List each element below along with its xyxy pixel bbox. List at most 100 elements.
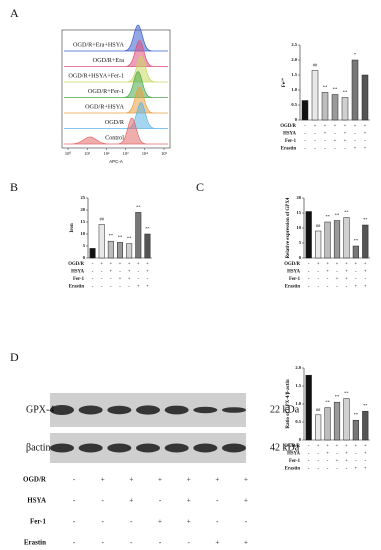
condition-sign: + bbox=[336, 262, 339, 267]
condition-sign: + bbox=[215, 476, 219, 484]
condition-sign: - bbox=[304, 147, 306, 152]
significance-label: ## bbox=[316, 407, 321, 412]
condition-label: HSYA bbox=[287, 270, 300, 275]
condition-sign: - bbox=[308, 262, 310, 267]
condition-sign: + bbox=[364, 452, 367, 457]
y-tick-label: 15 bbox=[297, 210, 302, 215]
condition-label: OGD/R bbox=[23, 476, 47, 484]
blot-band bbox=[107, 443, 132, 453]
x-tick-label: 10¹ bbox=[84, 151, 91, 156]
bar bbox=[305, 374, 312, 441]
significance-label: ## bbox=[99, 216, 104, 221]
y-tick-label: 1.0 bbox=[291, 87, 297, 92]
significance-label: ** bbox=[323, 84, 328, 89]
condition-sign: - bbox=[216, 518, 219, 526]
bar bbox=[315, 414, 322, 441]
condition-sign: + bbox=[334, 139, 337, 144]
condition-sign: + bbox=[364, 147, 367, 152]
bar bbox=[301, 100, 309, 121]
condition-sign: - bbox=[92, 285, 94, 290]
flow-series-label: OGD/R bbox=[105, 119, 125, 126]
flow-frame bbox=[61, 29, 171, 149]
bar bbox=[305, 211, 312, 259]
condition-sign: - bbox=[92, 277, 94, 282]
significance-label: ** bbox=[354, 238, 359, 243]
blot-band bbox=[222, 407, 246, 413]
flow-histogram bbox=[64, 55, 168, 83]
condition-label: Erastin bbox=[24, 539, 46, 547]
y-tick-label: 1.5 bbox=[291, 72, 297, 77]
condition-sign: - bbox=[354, 132, 356, 137]
condition-sign: - bbox=[327, 459, 329, 464]
significance-label: ** bbox=[354, 412, 359, 417]
condition-sign: - bbox=[327, 467, 329, 472]
condition-sign: - bbox=[317, 459, 319, 464]
condition-sign: - bbox=[336, 270, 338, 275]
flow-series-label: OGD/R+Era+HSYA bbox=[73, 41, 125, 48]
condition-sign: - bbox=[92, 270, 94, 275]
bar bbox=[315, 230, 322, 259]
blot-band bbox=[107, 405, 132, 415]
y-tick-label: 5 bbox=[299, 240, 302, 245]
condition-sign: + bbox=[215, 539, 219, 547]
y-tick-label: 0 bbox=[295, 117, 298, 122]
x-tick-label: 10² bbox=[103, 151, 110, 156]
condition-label: Erastin bbox=[285, 467, 301, 472]
condition-sign: - bbox=[324, 147, 326, 152]
condition-sign: + bbox=[244, 497, 248, 505]
significance-label: ** bbox=[344, 210, 349, 215]
blot-band bbox=[193, 406, 218, 414]
condition-sign: + bbox=[354, 285, 357, 290]
condition-sign: + bbox=[244, 539, 248, 547]
condition-sign: - bbox=[137, 270, 139, 275]
y-tick-label: 10 bbox=[297, 225, 302, 230]
blot-band bbox=[78, 405, 103, 415]
flow-histogram bbox=[63, 117, 168, 145]
condition-sign: - bbox=[137, 277, 139, 282]
bar bbox=[144, 233, 151, 259]
condition-sign: - bbox=[334, 132, 336, 137]
condition-sign: - bbox=[159, 539, 162, 547]
condition-sign: + bbox=[314, 124, 317, 129]
y-tick-label: 2.0 bbox=[291, 57, 297, 62]
y-tick-label: 0.5 bbox=[291, 102, 297, 107]
condition-sign: + bbox=[345, 262, 348, 267]
condition-sign: + bbox=[354, 262, 357, 267]
condition-sign: - bbox=[128, 285, 130, 290]
condition-sign: - bbox=[308, 452, 310, 457]
condition-sign: - bbox=[336, 452, 338, 457]
condition-sign: - bbox=[355, 459, 357, 464]
panel-label: C bbox=[196, 180, 204, 194]
condition-sign: - bbox=[314, 139, 316, 144]
condition-sign: + bbox=[364, 444, 367, 449]
band-label: GPX-4 bbox=[26, 404, 54, 415]
blot-band bbox=[136, 443, 160, 453]
bar bbox=[343, 217, 350, 259]
condition-sign: + bbox=[101, 476, 105, 484]
condition-sign: - bbox=[308, 467, 310, 472]
condition-label: Fer-1 bbox=[289, 459, 301, 464]
condition-sign: - bbox=[308, 285, 310, 290]
condition-sign: - bbox=[304, 139, 306, 144]
condition-sign: + bbox=[334, 124, 337, 129]
condition-label: Erastin bbox=[281, 147, 297, 152]
y-tick-label: 2.5 bbox=[291, 42, 297, 47]
blot-band bbox=[50, 443, 74, 453]
condition-sign: - bbox=[159, 497, 162, 505]
significance-label: * bbox=[354, 52, 357, 57]
condition-sign: + bbox=[146, 285, 149, 290]
condition-sign: - bbox=[308, 444, 310, 449]
condition-sign: + bbox=[317, 444, 320, 449]
condition-sign: + bbox=[354, 467, 357, 472]
blot-band bbox=[193, 443, 218, 453]
condition-label: HSYA bbox=[27, 497, 46, 505]
significance-label: ** bbox=[344, 391, 349, 396]
condition-sign: - bbox=[334, 147, 336, 152]
bar bbox=[352, 419, 359, 441]
significance-label: ** bbox=[325, 400, 330, 405]
condition-sign: - bbox=[344, 147, 346, 152]
blot-band bbox=[78, 443, 103, 453]
significance-label: ** bbox=[109, 233, 114, 238]
blot-band bbox=[222, 443, 246, 453]
